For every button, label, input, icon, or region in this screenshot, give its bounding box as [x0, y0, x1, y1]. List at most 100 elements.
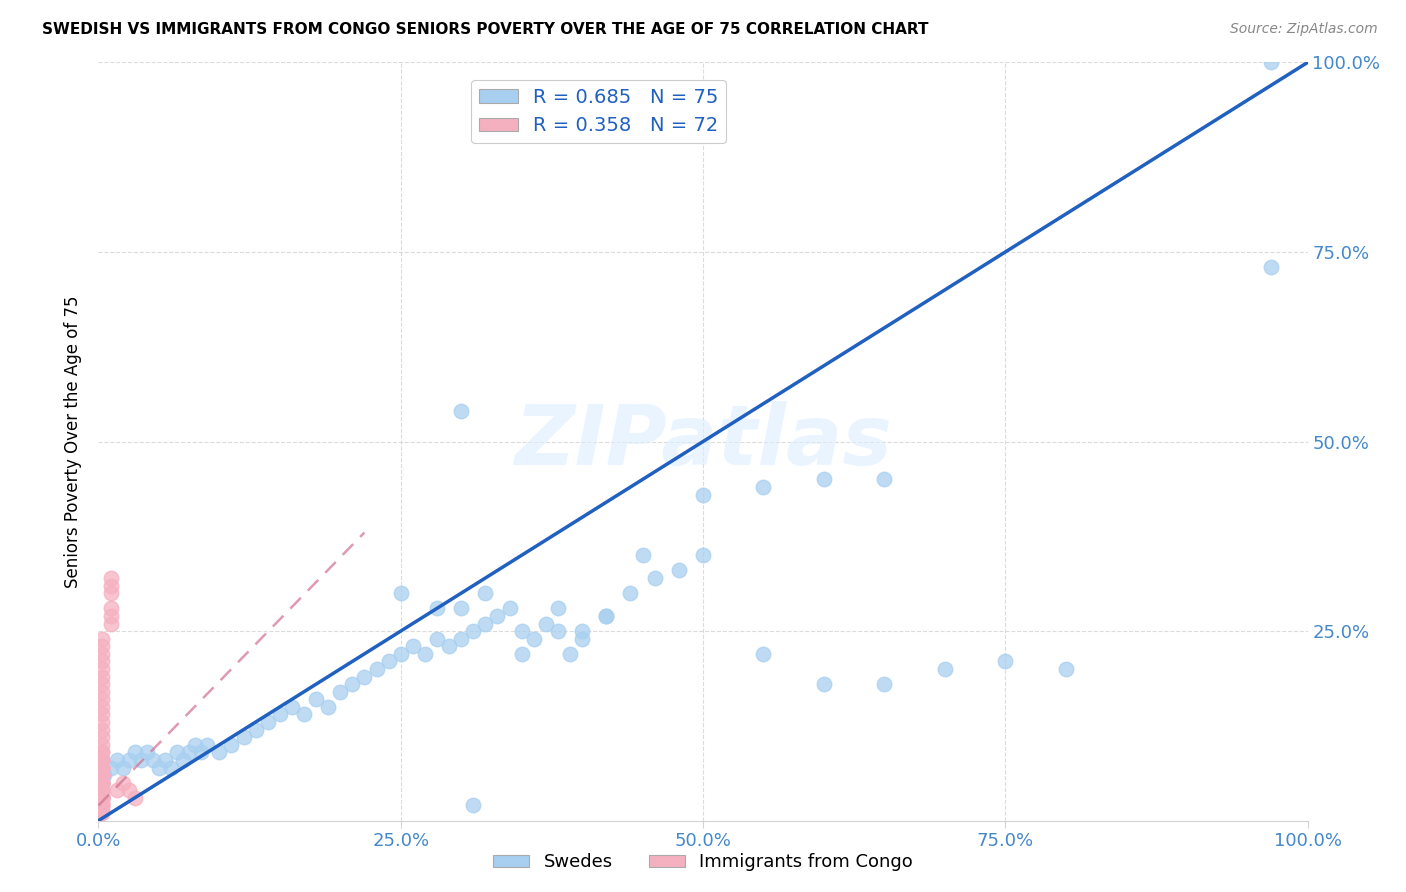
Point: [342, 677, 364, 691]
Legend: R = 0.685   N = 75, R = 0.358   N = 72: R = 0.685 N = 75, R = 0.358 N = 72: [471, 79, 727, 143]
Point: [232, 730, 254, 744]
Point: [91, 789, 114, 804]
Point: [269, 707, 291, 722]
Point: [124, 791, 146, 805]
Point: [558, 647, 581, 661]
Point: [595, 608, 617, 623]
Point: [281, 699, 304, 714]
Legend: Swedes, Immigrants from Congo: Swedes, Immigrants from Congo: [485, 847, 921, 879]
Point: [377, 655, 399, 669]
Point: [91, 798, 114, 813]
Point: [91, 768, 114, 782]
Point: [547, 624, 569, 639]
Point: [1260, 260, 1282, 275]
Point: [100, 760, 122, 774]
Point: [437, 639, 460, 653]
Point: [510, 647, 533, 661]
Point: [91, 783, 114, 797]
Text: Source: ZipAtlas.com: Source: ZipAtlas.com: [1230, 22, 1378, 37]
Point: [91, 768, 114, 782]
Point: [91, 787, 114, 801]
Point: [329, 685, 352, 699]
Point: [450, 601, 472, 615]
Point: [91, 760, 114, 774]
Point: [91, 746, 114, 760]
Point: [91, 760, 114, 774]
Point: [474, 586, 496, 600]
Point: [91, 783, 114, 797]
Point: [91, 768, 114, 782]
Point: [111, 760, 134, 774]
Point: [474, 616, 496, 631]
Point: [91, 805, 114, 819]
Point: [91, 632, 114, 646]
Point: [100, 586, 122, 600]
Point: [631, 548, 654, 563]
Point: [93, 768, 115, 782]
Point: [91, 776, 114, 790]
Point: [91, 692, 114, 706]
Point: [91, 783, 114, 797]
Point: [100, 616, 122, 631]
Point: [91, 655, 114, 669]
Point: [91, 639, 114, 653]
Point: [129, 753, 152, 767]
Point: [124, 746, 146, 760]
Point: [100, 601, 122, 615]
Point: [413, 647, 436, 661]
Point: [100, 579, 122, 593]
Point: [179, 746, 201, 760]
Point: [316, 699, 339, 714]
Point: [91, 791, 114, 805]
Point: [148, 760, 170, 774]
Point: [91, 677, 114, 691]
Point: [172, 753, 194, 767]
Point: [668, 564, 690, 578]
Point: [523, 632, 546, 646]
Point: [91, 760, 114, 774]
Point: [595, 608, 617, 623]
Point: [91, 746, 114, 760]
Point: [91, 723, 114, 737]
Point: [256, 715, 278, 730]
Point: [426, 632, 449, 646]
Point: [91, 768, 114, 782]
Point: [813, 677, 835, 691]
Point: [91, 760, 114, 774]
Point: [571, 632, 593, 646]
Point: [91, 798, 114, 813]
Point: [752, 480, 775, 494]
Point: [619, 586, 641, 600]
Point: [91, 791, 114, 805]
Point: [91, 783, 114, 797]
Point: [91, 791, 114, 805]
Point: [91, 797, 114, 811]
Point: [221, 738, 243, 752]
Point: [692, 487, 714, 501]
Point: [692, 548, 714, 563]
Point: [91, 753, 114, 767]
Point: [195, 738, 218, 752]
Point: [91, 699, 114, 714]
Point: [111, 776, 134, 790]
Point: [366, 662, 388, 676]
Point: [135, 746, 157, 760]
Point: [91, 795, 114, 809]
Point: [91, 760, 114, 774]
Point: [142, 753, 165, 767]
Point: [934, 662, 956, 676]
Point: [184, 738, 207, 752]
Point: [91, 715, 114, 730]
Point: [292, 707, 315, 722]
Point: [91, 806, 114, 821]
Point: [91, 783, 114, 797]
Point: [91, 781, 114, 796]
Point: [160, 760, 183, 774]
Point: [463, 798, 485, 813]
Point: [91, 783, 114, 797]
Point: [208, 746, 231, 760]
Point: [353, 669, 375, 683]
Point: [91, 802, 114, 816]
Point: [873, 677, 896, 691]
Point: [91, 776, 114, 790]
